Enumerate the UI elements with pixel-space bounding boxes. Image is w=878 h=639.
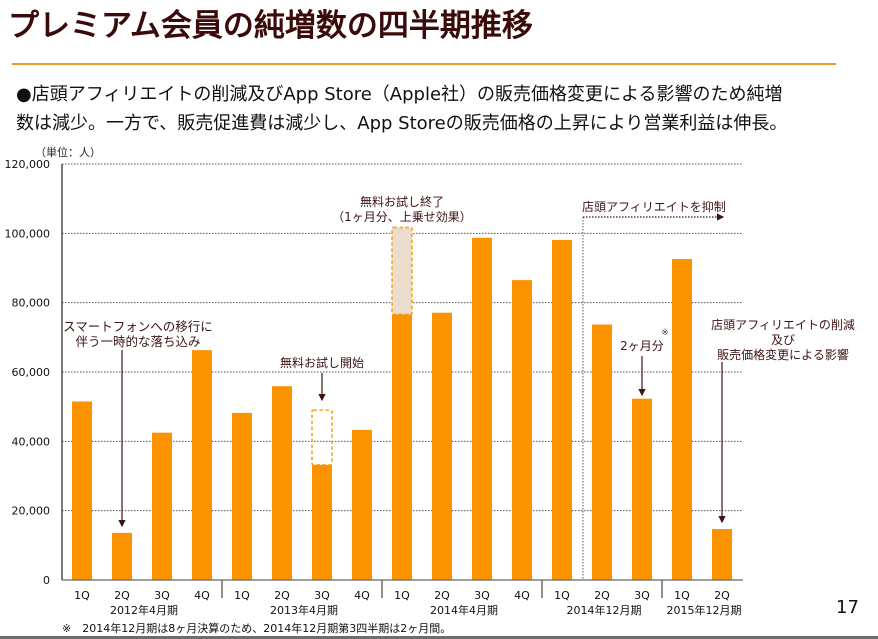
- x-tick-label: 2Q: [434, 589, 450, 602]
- x-tick-label: 1Q: [554, 589, 570, 602]
- x-tick-label: 3Q: [314, 589, 330, 602]
- bar: [352, 429, 372, 580]
- y-tick-label: 120,000: [5, 158, 51, 171]
- group-label: 2014年4月期: [430, 603, 498, 617]
- summary-line-1: ●店頭アフィリエイトの削減及びApp Store（Apple社）の販売価格変更に…: [16, 84, 783, 105]
- bar: [232, 412, 252, 580]
- y-tick-label: 20,000: [12, 505, 51, 518]
- group-label: 2013年4月期: [270, 603, 338, 617]
- bar: [712, 529, 732, 580]
- x-tick-label: 2Q: [114, 589, 130, 602]
- annotation-text: 2ヶ月分: [620, 339, 664, 353]
- annotation-text: 店頭アフィリエイトを抑制: [582, 199, 726, 214]
- bar: [592, 324, 612, 580]
- y-tick-label: 40,000: [12, 435, 51, 448]
- footnote: ※ 2014年12月期は8ヶ月決算のため、2014年12月期第3四半期は2ヶ月間…: [62, 622, 452, 635]
- bar: [672, 258, 692, 580]
- group-label: 2015年12月期: [667, 603, 742, 617]
- axes: 0 20,000 40,000 60,000 80,000 100,000 120,000 1…: [5, 158, 743, 617]
- bar: [432, 312, 452, 580]
- bar: [192, 350, 212, 580]
- bar: [312, 464, 332, 580]
- page-number: 17: [836, 597, 859, 618]
- annotation-text: （1ヶ月分、上乗せ効果）: [332, 209, 472, 224]
- bar: [392, 314, 412, 580]
- ghost-bar: [391, 226, 413, 316]
- bar: [632, 398, 652, 580]
- bar: [272, 386, 292, 580]
- annotation-text: スマートフォンへの移行に: [63, 319, 213, 334]
- unit-label: （単位：人）: [35, 145, 101, 159]
- bar: [512, 280, 532, 580]
- x-tick-label: 1Q: [394, 589, 410, 602]
- x-tick-label: 3Q: [154, 589, 170, 602]
- bar: [112, 532, 132, 580]
- bottom-divider: [0, 636, 878, 639]
- x-tick-label: 2Q: [594, 589, 610, 602]
- x-tick-label: 1Q: [674, 589, 690, 602]
- x-tick-label: 2Q: [714, 589, 730, 602]
- bars: [72, 226, 732, 581]
- summary-line-2: 数は減少。一方で、販売促進費は減少し、App Storeの販売価格の上昇により営…: [16, 113, 788, 134]
- annotation-text: 無料お試し終了: [360, 194, 444, 209]
- annotation-text: 伴う一時的な落ち込み: [75, 334, 200, 349]
- annotation-mark: ※: [661, 328, 669, 338]
- x-tick-label: 3Q: [474, 589, 490, 602]
- y-tick-label: 0: [43, 574, 50, 587]
- y-tick-label: 80,000: [12, 297, 51, 310]
- x-tick-label: 4Q: [354, 589, 370, 602]
- bar: [152, 432, 172, 580]
- x-tick-label: 1Q: [234, 589, 250, 602]
- annotation-text: 店頭アフィリエイトの削減: [711, 317, 855, 332]
- annotation-text: 無料お試し開始: [280, 355, 364, 370]
- group-label: 2012年4月期: [110, 603, 178, 617]
- x-tick-label: 4Q: [194, 589, 210, 602]
- x-tick-label: 4Q: [514, 589, 530, 602]
- annotation-text: 販売価格変更による影響: [717, 347, 849, 362]
- x-tick-label: 3Q: [634, 589, 650, 602]
- title-divider: [12, 63, 836, 65]
- x-tick-label: 1Q: [74, 589, 90, 602]
- bar: [552, 239, 572, 581]
- group-label: 2014年12月期: [567, 603, 642, 617]
- annotation-text: 及び: [771, 333, 795, 347]
- y-tick-label: 100,000: [5, 227, 51, 240]
- bar: [472, 237, 492, 580]
- slide-title: プレミアム会員の純増数の四半期推移: [8, 8, 533, 44]
- x-tick-label: 2Q: [274, 589, 290, 602]
- ghost-bar: [311, 409, 333, 466]
- bar: [72, 401, 92, 580]
- y-tick-label: 60,000: [12, 366, 51, 379]
